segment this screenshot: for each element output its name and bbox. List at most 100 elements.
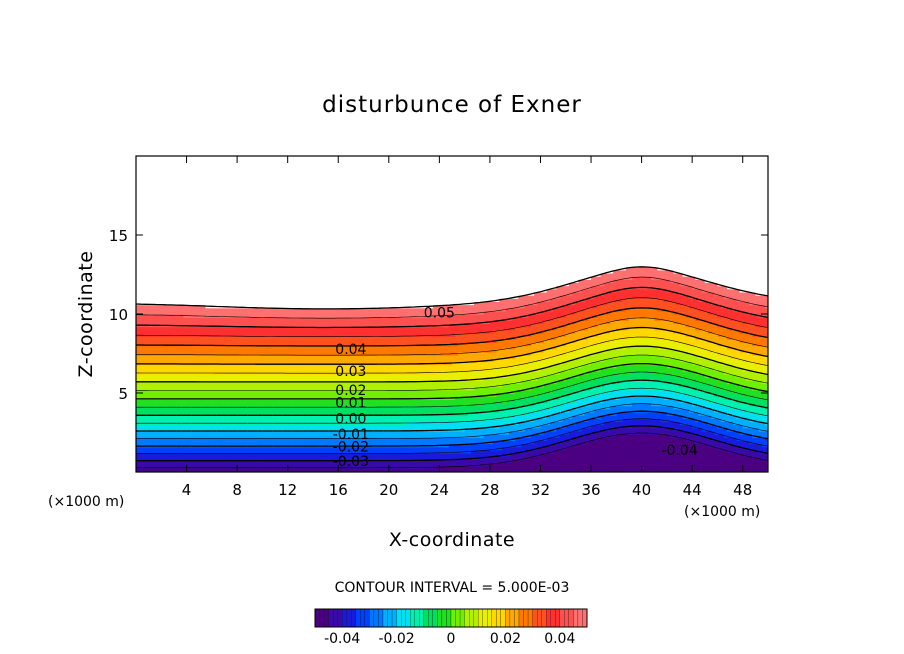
field-cell [265, 468, 270, 472]
field-cell [619, 468, 624, 472]
field-cell [224, 468, 229, 472]
field-cell [673, 468, 677, 472]
field-cell [186, 468, 191, 472]
field-cell [303, 468, 308, 472]
contour-field [136, 156, 768, 472]
field-cell [439, 468, 444, 472]
field-cell [350, 468, 355, 472]
field-cell [493, 468, 497, 472]
field-cell [726, 468, 731, 472]
field-cell [240, 468, 245, 472]
field-cell [720, 468, 725, 472]
field-cell [145, 468, 150, 472]
field-cell [723, 468, 728, 472]
field-cell [218, 468, 222, 472]
field-cell [347, 468, 352, 472]
field-cell [423, 468, 428, 472]
field-cell [360, 468, 365, 472]
field-cell [632, 468, 636, 472]
field-cell [398, 468, 403, 472]
field-cell [515, 468, 519, 472]
field-cell [714, 468, 719, 472]
field-cell [161, 468, 166, 472]
field-cell [196, 468, 200, 472]
field-cell [436, 468, 440, 472]
field-cell [549, 468, 554, 472]
field-cell [414, 468, 418, 472]
field-cell [470, 468, 475, 472]
field-cell [331, 468, 336, 472]
field-cell [363, 468, 368, 472]
field-cell [452, 468, 456, 472]
field-cell [335, 468, 339, 472]
field-cell [647, 468, 652, 472]
field-cell [252, 468, 257, 472]
field-cell [562, 468, 567, 472]
field-cell [344, 468, 349, 472]
field-cell [745, 468, 750, 472]
field-cell [385, 468, 390, 472]
field-cell [192, 468, 197, 472]
field-cell [524, 468, 529, 472]
field-cell [711, 468, 715, 472]
field-cell [328, 468, 333, 472]
field-cell [154, 468, 159, 472]
field-cell [660, 468, 665, 472]
field-cell [682, 468, 687, 472]
field-cell [268, 468, 273, 472]
field-cell [474, 468, 478, 472]
field-cell [575, 468, 579, 472]
field-cell [679, 468, 684, 472]
field-cell [521, 468, 526, 472]
field-cell [641, 468, 646, 472]
field-cell [208, 468, 213, 472]
field-cell [594, 468, 598, 472]
field-cell [205, 468, 210, 472]
field-cell [189, 468, 194, 472]
field-cell [736, 468, 741, 472]
field-cell [215, 468, 219, 472]
field-cell [565, 468, 570, 472]
field-cell [233, 468, 238, 472]
chart-title: disturbunce of Exner [322, 92, 582, 118]
field-cell [572, 468, 576, 472]
field-cell [373, 468, 377, 472]
field-cell [284, 468, 289, 472]
field-cell [625, 468, 630, 472]
field-cell [426, 468, 431, 472]
field-cell [309, 468, 314, 472]
field-cell [685, 468, 690, 472]
field-cell [275, 468, 279, 472]
field-cell [249, 468, 254, 472]
field-cell [622, 468, 627, 472]
field-cell [600, 468, 605, 472]
field-cell [256, 468, 260, 472]
field-cell [512, 468, 516, 472]
field-cell [578, 468, 583, 472]
field-cell [651, 468, 655, 472]
field-cell [698, 468, 703, 472]
field-cell [464, 468, 469, 472]
field-cell [325, 468, 330, 472]
field-cell [287, 468, 292, 472]
field-cell [183, 468, 188, 472]
field-cell [613, 468, 617, 472]
field-cell [433, 468, 437, 472]
field-cell [442, 468, 447, 472]
field-cell [395, 468, 399, 472]
field-cell [638, 468, 643, 472]
field-cell [278, 468, 282, 472]
field-cell [695, 468, 700, 472]
field-cell [259, 468, 263, 472]
field-cell [692, 468, 696, 472]
field-cell [341, 468, 346, 472]
field-cell [610, 468, 614, 472]
field-cell [221, 468, 226, 472]
field-cell [173, 468, 178, 472]
field-cell [211, 468, 216, 472]
field-cell [455, 468, 459, 472]
field-cell [733, 468, 737, 472]
field-cell [366, 468, 371, 472]
field-cell [401, 468, 406, 472]
field-cell [306, 468, 311, 472]
